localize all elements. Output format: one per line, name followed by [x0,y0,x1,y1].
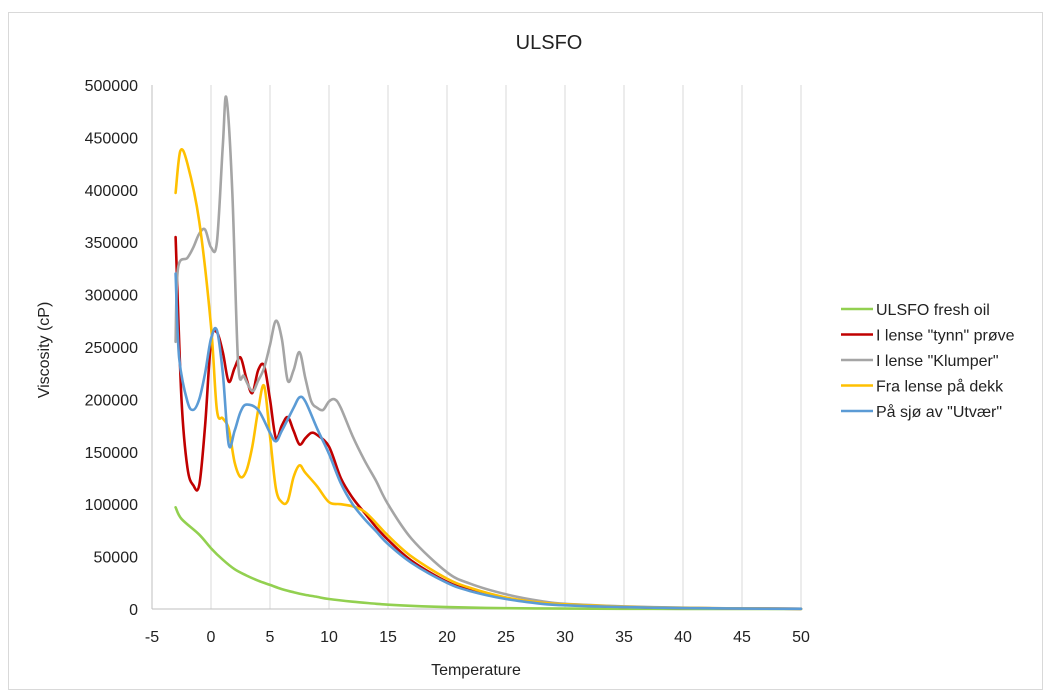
x-tick-label-8: 35 [615,629,633,646]
y-tick-label-8: 400000 [85,183,138,200]
x-tick-label-3: 10 [320,629,338,646]
grid-lines [210,85,802,609]
axes [151,85,801,610]
y-axis-label: Viscosity (cP) [36,302,53,399]
x-tick-label-9: 40 [674,629,692,646]
x-tick-label-10: 45 [733,629,751,646]
legend-label-0: ULSFO fresh oil [876,302,990,319]
series-line-0 [174,506,803,611]
legend-label-3: Fra lense på dekk [876,378,1004,396]
x-tick-label-0: -5 [145,629,159,646]
legend-label-2: I lense "Klumper" [876,353,999,370]
legend-label-1: I lense "tynn" prøve [876,328,1015,345]
x-tick-label-6: 25 [497,629,515,646]
x-tick-label-5: 20 [438,629,456,646]
y-tick-label-6: 300000 [85,288,138,305]
x-tick-label-4: 15 [379,629,397,646]
y-tick-label-2: 100000 [85,497,138,514]
y-tick-label-0: 0 [129,602,138,619]
x-tick-label-7: 30 [556,629,574,646]
y-tick-label-10: 500000 [85,78,138,95]
chart-title: ULSFO [516,32,583,54]
series-line-4 [174,272,803,611]
series-lines [174,95,803,611]
y-tick-label-9: 450000 [85,130,138,147]
line-chart: -5 0 5 10 15 20 25 30 35 40 45 50 0 50000 100000 150000… [36,32,1015,679]
x-tick-label-2: 5 [266,629,275,646]
x-tick-label-1: 0 [207,629,216,646]
y-tick-label-4: 200000 [85,392,138,409]
y-tick-label-1: 50000 [94,550,139,567]
legend: ULSFO fresh oil I lense "tynn" prøve I len… [841,302,1015,421]
series-line-3 [174,147,803,611]
legend-label-4: På sjø av "Utvær" [876,403,1002,421]
x-axis-label: Temperature [431,662,521,679]
chart-frame: -5 0 5 10 15 20 25 30 35 40 45 50 0 50000 100000 150000… [8,12,1043,690]
y-tick-label-3: 150000 [85,445,138,462]
series-line-2 [174,95,803,610]
y-tick-label-5: 250000 [85,340,138,357]
tick-labels: -5 0 5 10 15 20 25 30 35 40 45 50 0 50000 100000 150000… [85,78,810,646]
y-tick-label-7: 350000 [85,235,138,252]
x-tick-label-11: 50 [792,629,810,646]
